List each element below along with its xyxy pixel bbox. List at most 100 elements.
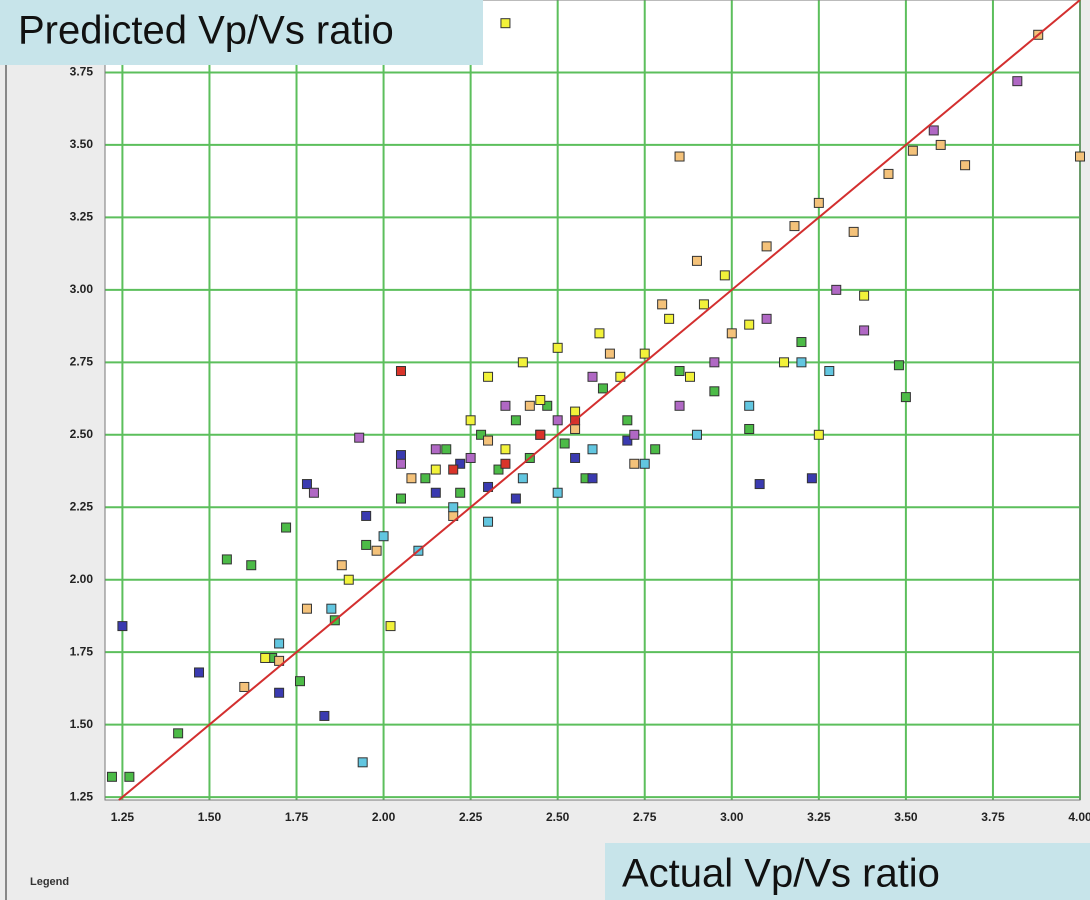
scatter-point xyxy=(587,371,598,382)
scatter-point xyxy=(524,400,535,411)
scatter-point xyxy=(789,221,800,232)
scatter-point xyxy=(117,621,128,632)
scatter-point xyxy=(221,554,232,565)
scatter-point xyxy=(754,479,765,490)
scatter-point xyxy=(326,603,337,614)
scatter-point xyxy=(124,771,135,782)
scatter-point xyxy=(552,342,563,353)
scatter-point xyxy=(281,522,292,533)
scatter-point xyxy=(726,328,737,339)
y-tick-label: 3.75 xyxy=(70,65,94,79)
scatter-point xyxy=(430,444,441,455)
chart-title: Predicted Vp/Vs ratio xyxy=(18,9,394,53)
scatter-point xyxy=(674,151,685,162)
scatter-point xyxy=(455,487,466,498)
scatter-point xyxy=(239,681,250,692)
scatter-point xyxy=(813,197,824,208)
scatter-point xyxy=(1012,76,1023,87)
scatter-point xyxy=(483,435,494,446)
scatter-point xyxy=(629,458,640,469)
scatter-point xyxy=(246,560,257,571)
scatter-point xyxy=(796,357,807,368)
y-tick-label: 1.75 xyxy=(70,644,94,658)
x-label-box xyxy=(605,843,1090,900)
scatter-point xyxy=(650,444,661,455)
scatter-point xyxy=(510,493,521,504)
scatter-point xyxy=(709,357,720,368)
scatter-point xyxy=(371,545,382,556)
scatter-point xyxy=(761,313,772,324)
scatter-point xyxy=(274,687,285,698)
scatter-point xyxy=(173,728,184,739)
scatter-point xyxy=(430,464,441,475)
scatter-point xyxy=(500,458,511,469)
scatter-point xyxy=(301,479,312,490)
y-tick-label: 3.25 xyxy=(70,210,94,224)
scatter-point xyxy=(674,366,685,377)
y-tick-label: 1.25 xyxy=(70,789,94,803)
x-tick-label: 2.00 xyxy=(372,810,396,824)
scatter-point xyxy=(900,392,911,403)
scatter-point xyxy=(430,487,441,498)
scatter-point xyxy=(1075,151,1085,162)
scatter-point xyxy=(935,139,946,150)
scatter-point xyxy=(859,325,870,336)
scatter-point xyxy=(406,473,417,484)
scatter-point xyxy=(883,168,894,179)
scatter-point xyxy=(907,145,918,156)
scatter-point xyxy=(674,400,685,411)
scatter-point xyxy=(928,125,939,136)
scatter-point xyxy=(308,487,319,498)
y-tick-label: 2.75 xyxy=(70,354,94,368)
plot-border xyxy=(104,0,1081,801)
scatter-point xyxy=(500,444,511,455)
scatter-point xyxy=(465,415,476,426)
scatter-point xyxy=(587,444,598,455)
scatter-point xyxy=(698,299,709,310)
scatter-point xyxy=(395,366,406,377)
x-tick-label: 3.00 xyxy=(720,810,744,824)
scatter-point xyxy=(385,621,396,632)
scatter-point xyxy=(301,603,312,614)
scatter-point xyxy=(744,400,755,411)
scatter-point xyxy=(361,539,372,550)
y-tick-label: 2.50 xyxy=(70,427,94,441)
scatter-point xyxy=(378,531,389,542)
scatter-point xyxy=(441,444,452,455)
scatter-point xyxy=(493,464,504,475)
scatter-point xyxy=(500,18,511,29)
scatter-point xyxy=(517,357,528,368)
scatter-point xyxy=(744,319,755,330)
scatter-point xyxy=(483,371,494,382)
scatter-point xyxy=(597,383,608,394)
scatter-point xyxy=(570,452,581,463)
scatter-point xyxy=(685,371,695,382)
scatter-point xyxy=(336,560,347,571)
scatter-point xyxy=(295,676,305,687)
x-tick-label: 3.75 xyxy=(981,810,1005,824)
y-tick-label: 2.00 xyxy=(70,572,94,586)
scatter-point xyxy=(570,423,581,434)
scatter-point xyxy=(357,757,368,768)
scatter-point xyxy=(604,348,615,359)
scatter-point xyxy=(354,432,365,443)
y-tick-label: 3.50 xyxy=(70,137,94,151)
scatter-point xyxy=(395,450,406,461)
plot-layer: 1.25 1.50 1.75 2.00 2.25 2.50 2.75 3.00 3.25 3.50… xyxy=(70,0,1090,824)
scatter-point xyxy=(500,400,511,411)
scatter-point xyxy=(831,284,842,295)
scatter-point xyxy=(796,337,807,348)
scatter-point xyxy=(824,366,835,377)
scatter-point xyxy=(559,438,570,449)
scatter-point xyxy=(719,270,730,281)
legend-label: Legend xyxy=(30,876,69,888)
scatter-point xyxy=(779,357,790,368)
scatter-point xyxy=(587,473,598,484)
scatter-point xyxy=(664,313,675,324)
scatter-point xyxy=(361,510,372,521)
scatter-point xyxy=(570,406,581,417)
scatter-point xyxy=(639,348,650,359)
x-tick-label: 3.50 xyxy=(894,810,918,824)
